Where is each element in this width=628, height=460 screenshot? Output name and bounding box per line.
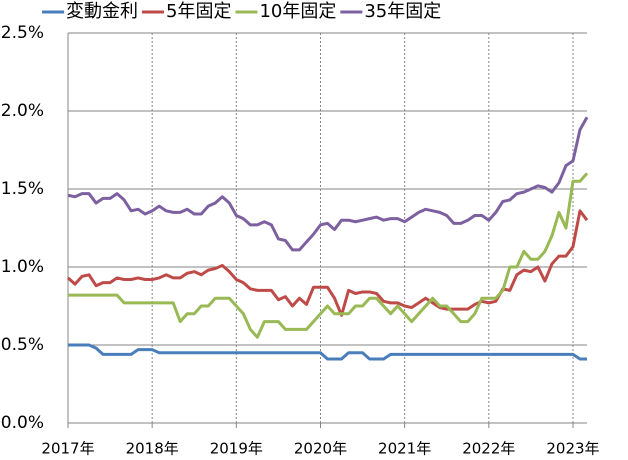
series-line bbox=[68, 172, 589, 339]
y-tick-label: 2.0% bbox=[1, 101, 44, 121]
legend-label: 変動金利 bbox=[66, 1, 138, 22]
y-tick-label: 1.5% bbox=[1, 179, 44, 199]
x-tick-label: 2021年 bbox=[378, 440, 431, 458]
y-tick-label: 2.5% bbox=[1, 23, 44, 43]
x-tick-label: 2019年 bbox=[210, 440, 263, 458]
series-line bbox=[68, 343, 587, 361]
x-tick-label: 2022年 bbox=[462, 440, 515, 458]
x-tick-label: 2018年 bbox=[126, 440, 179, 458]
legend-label: 10年固定 bbox=[259, 1, 336, 22]
series-line bbox=[67, 209, 589, 317]
x-tick-label: 2017年 bbox=[41, 440, 94, 458]
legend-label: 35年固定 bbox=[364, 1, 441, 22]
y-tick-label: 0.5% bbox=[1, 335, 44, 355]
series-line bbox=[67, 116, 589, 252]
legend-label: 5年固定 bbox=[166, 1, 231, 22]
x-tick-label: 2023年 bbox=[546, 440, 599, 458]
y-tick-label: 0.0% bbox=[1, 413, 44, 433]
y-tick-label: 1.0% bbox=[1, 257, 44, 277]
x-tick-label: 2020年 bbox=[294, 440, 347, 458]
